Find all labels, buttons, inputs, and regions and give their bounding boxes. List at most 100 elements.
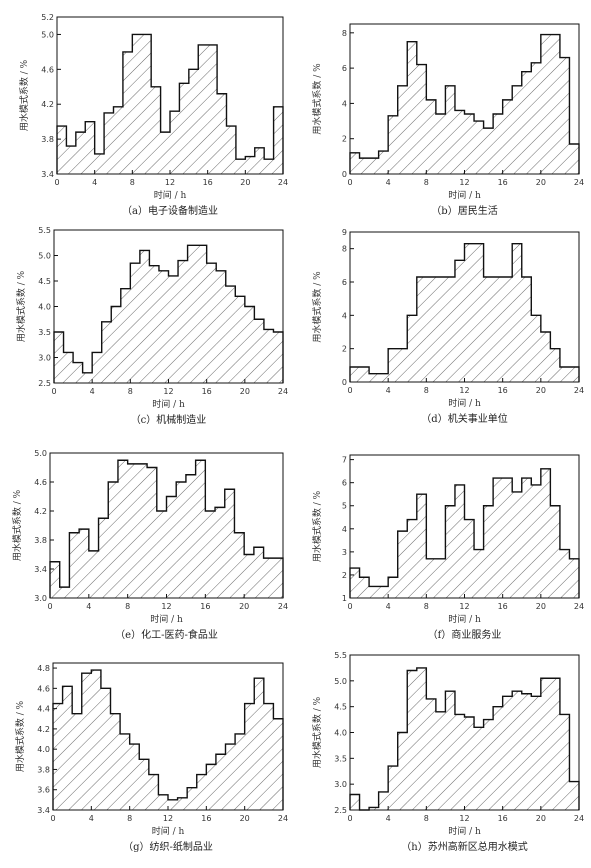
bar-c-21 [254, 319, 264, 383]
y-tick-label-c: 3.0 [38, 354, 51, 363]
x-tick-label-a: 8 [130, 178, 135, 187]
bar-e-10 [147, 467, 157, 598]
bar-e-11 [156, 511, 167, 598]
bar-a-10 [151, 86, 161, 174]
x-tick-label-b: 8 [424, 178, 429, 187]
y-tick-label-b: 4 [342, 99, 347, 108]
y-tick-label-g: 4.6 [37, 684, 50, 693]
y-tick-label-c: 4.5 [38, 277, 51, 286]
y-tick-label-c: 4.0 [38, 303, 51, 312]
bar-f-14 [483, 505, 494, 598]
x-axis-label-d: 时间 / h [448, 397, 481, 409]
y-tick-label-f: 3 [342, 548, 347, 557]
bar-c-17 [216, 270, 226, 383]
y-tick-label-f: 4 [342, 525, 347, 534]
bar-c-19 [235, 296, 245, 383]
bar-a-4 [94, 153, 105, 174]
bar-f-4 [388, 577, 398, 598]
x-tick-label-a: 0 [54, 178, 59, 187]
y-tick-label-h: 5.5 [334, 651, 347, 660]
bar-e-18 [224, 489, 235, 598]
bar-e-16 [205, 511, 216, 598]
bar-e-12 [166, 496, 177, 598]
y-axis-label-d: 用水模式系数 / % [311, 271, 323, 343]
y-tick-label-e: 5.0 [34, 449, 47, 458]
y-tick-label-h: 3.5 [334, 754, 347, 763]
bar-g-16 [206, 764, 216, 810]
bar-e-23 [273, 558, 283, 598]
y-tick-label-d: 0 [342, 378, 347, 387]
x-tick-label-c: 4 [90, 387, 95, 396]
bar-e-3 [79, 529, 89, 598]
y-tick-label-f: 2 [342, 571, 347, 580]
bar-d-7 [416, 277, 427, 382]
x-tick-label-c: 12 [163, 387, 173, 396]
panel-caption-h: （h）苏州高新区总用水模式 [401, 840, 527, 853]
y-axis-label-f: 用水模式系数 / % [311, 490, 323, 562]
y-tick-label-c: 5.5 [38, 226, 51, 235]
bar-f-17 [512, 491, 522, 598]
step-line-c [53, 244, 284, 383]
bar-g-0 [53, 703, 63, 810]
bar-c-10 [149, 265, 159, 383]
bar-h-21 [550, 678, 560, 810]
bar-f-6 [407, 519, 417, 598]
bar-g-20 [244, 703, 255, 810]
bar-b-15 [493, 114, 503, 174]
x-tick-label-h: 16 [498, 814, 508, 823]
bar-e-15 [195, 460, 206, 598]
bar-f-2 [369, 586, 379, 598]
bar-a-16 [207, 44, 218, 175]
bar-b-22 [559, 57, 570, 174]
bar-g-10 [148, 774, 159, 810]
y-tick-label-g: 4.8 [37, 664, 50, 673]
x-tick-label-h: 0 [347, 814, 352, 823]
y-tick-label-c: 5.0 [38, 252, 51, 261]
y-tick-label-f: 6 [342, 479, 347, 488]
bar-h-2 [369, 807, 379, 810]
bar-h-23 [569, 781, 579, 810]
bar-b-9 [435, 114, 446, 174]
x-tick-label-d: 16 [498, 386, 508, 395]
bar-c-12 [168, 275, 179, 383]
step-line-b [349, 33, 580, 174]
x-tick-label-g: 8 [127, 814, 132, 823]
x-tick-label-a: 4 [92, 178, 97, 187]
bar-h-13 [474, 727, 484, 810]
x-tick-label-b: 24 [574, 178, 584, 187]
bar-d-5 [397, 348, 408, 382]
x-tick-label-f: 16 [498, 602, 508, 611]
x-axis-label-e: 时间 / h [150, 613, 183, 625]
bar-d-19 [531, 315, 541, 382]
x-tick-label-b: 4 [386, 178, 391, 187]
bar-b-13 [474, 121, 484, 174]
bar-c-20 [244, 306, 255, 383]
y-tick-label-f: 7 [342, 456, 347, 465]
y-tick-label-c: 2.5 [38, 379, 51, 388]
bar-g-7 [120, 733, 130, 810]
y-tick-label-e: 3.8 [34, 536, 47, 545]
bar-e-4 [88, 550, 99, 598]
bar-b-8 [426, 99, 436, 174]
bar-f-3 [378, 586, 389, 598]
y-tick-label-g: 4.0 [37, 745, 50, 754]
bar-h-19 [531, 696, 541, 810]
x-tick-label-d: 4 [386, 386, 391, 395]
x-tick-label-f: 4 [386, 602, 391, 611]
bar-g-6 [110, 713, 121, 810]
bar-g-9 [139, 759, 149, 810]
bar-c-13 [178, 260, 188, 383]
chart-panel-c: 0 4 8 12 16 20 24 2.5 3.0 3.5 4.0 4.5 5.0 5.5 时间 / h 用水… [15, 226, 288, 426]
bar-d-20 [540, 332, 551, 382]
bar-a-17 [217, 93, 227, 174]
chart-panel-e: 0 4 8 12 16 20 24 3.0 3.4 3.8 4.2 4.6 5.0 时间 / h 用水模式系… [11, 449, 288, 641]
x-axis-label-g: 时间 / h [152, 825, 185, 837]
bar-a-11 [160, 132, 170, 174]
y-axis-label-a: 用水模式系数 / % [18, 59, 30, 131]
bar-h-14 [483, 719, 494, 810]
bar-g-15 [196, 774, 207, 810]
x-axis-label-f: 时间 / h [448, 613, 481, 625]
x-axis-label-b: 时间 / h [448, 189, 481, 201]
bar-f-11 [454, 484, 465, 598]
panel-caption-f: （f）商业服务业 [428, 628, 502, 641]
